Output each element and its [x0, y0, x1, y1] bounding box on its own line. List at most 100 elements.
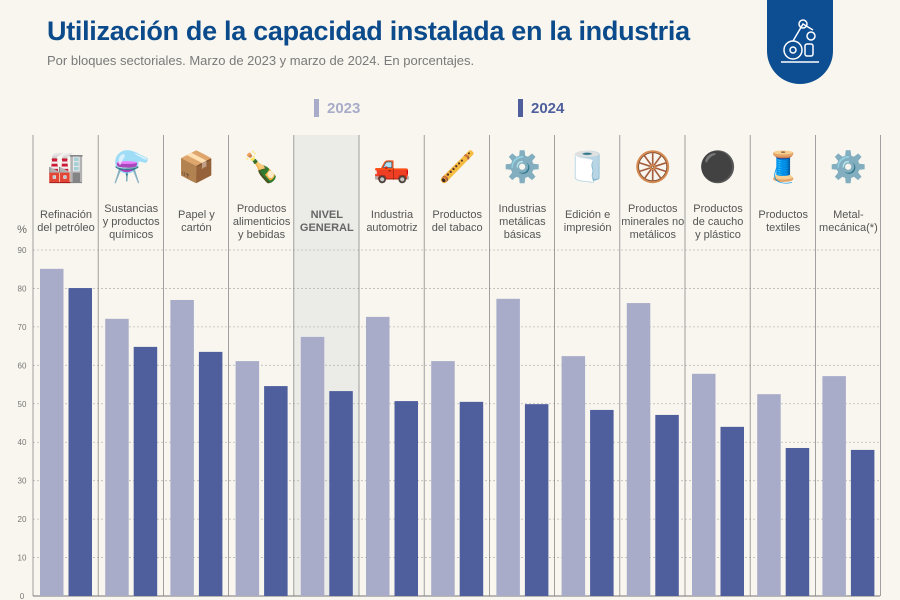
y-tick-label: 80: [18, 284, 27, 293]
category-label-line: Edición e: [564, 209, 611, 221]
bar-2024-3: [264, 386, 288, 596]
bar-2024-0: [68, 288, 92, 596]
bar-2023-5: [366, 316, 390, 596]
bar-2024-5: [394, 401, 418, 596]
cement-mixer-icon: 🛞: [634, 151, 672, 184]
bar-2023-4: [300, 336, 325, 596]
tire-icon: ⚫: [699, 151, 737, 184]
bar-2024-8: [590, 409, 614, 596]
gears-icon: ⚙️: [829, 151, 868, 184]
category-label-line: Productos: [693, 203, 743, 215]
y-tick-label: 40: [18, 438, 27, 447]
category-label-line: alimenticios: [232, 216, 291, 228]
legend-label-2024: 2024: [531, 99, 565, 117]
category-label: Sustancias y productos químicos: [98, 203, 164, 242]
category-label: Industria automotriz: [359, 209, 425, 235]
bar-2023-3: [235, 361, 260, 596]
y-tick-label: 60: [18, 361, 27, 370]
bar-2023-1: [105, 318, 129, 596]
category-label-line: textiles: [766, 222, 801, 234]
bar-2024-1: [133, 346, 158, 596]
legend-2023: 2023: [314, 99, 360, 117]
bar-2023-2: [170, 299, 194, 596]
category-label: Productos del tabaco: [424, 209, 490, 235]
pipe-icon: 🪈: [438, 151, 476, 184]
category-label-line: Productos: [628, 203, 678, 215]
legend-swatch-2024: [518, 99, 523, 117]
bar-2024-10: [720, 426, 744, 596]
y-tick-label: 70: [18, 323, 27, 332]
bar-2023-6: [431, 361, 455, 596]
bar-2024-6: [459, 401, 484, 596]
bar-2023-12: [822, 376, 846, 596]
category-label-line: Productos: [758, 209, 808, 221]
bar-2024-2: [198, 351, 223, 596]
category-label-line: del tabaco: [431, 222, 483, 234]
printing-roll-icon: 🧻: [568, 151, 607, 184]
category-label-line: GENERAL: [299, 222, 354, 234]
category-label-line: de caucho: [692, 216, 744, 228]
bar-2023-9: [626, 303, 651, 596]
bar-2023-0: [40, 268, 64, 596]
category-label: Edición e impresión: [555, 209, 621, 235]
category-label-line: impresión: [563, 222, 612, 234]
category-label-line: y plástico: [695, 229, 741, 241]
y-tick-label: 30: [18, 477, 27, 486]
legend-swatch-2023: [314, 99, 319, 117]
refinery-icon: 🏭: [47, 151, 85, 184]
category-label-line: mecánica(*): [819, 222, 878, 234]
category-label-line: del petróleo: [37, 222, 95, 234]
category-label-line: y bebidas: [238, 229, 286, 241]
y-tick-label: 20: [18, 515, 27, 524]
category-label-line: Productos: [432, 209, 482, 221]
category-label-line: minerales no: [621, 216, 685, 228]
category-label-line: automotriz: [366, 222, 418, 234]
chart-subtitle: Por bloques sectoriales. Marzo de 2023 y…: [47, 53, 475, 68]
bottle-bread-icon: 🍾: [242, 151, 281, 184]
bar-2024-7: [524, 404, 549, 596]
y-axis-label: %: [17, 224, 27, 236]
y-tick-label: 10: [18, 554, 27, 563]
category-label-line: Papel y: [178, 209, 215, 221]
category-label: Metal-mecánica(*): [815, 209, 881, 235]
category-label: Productos minerales no metálicos: [620, 203, 686, 242]
bar-2024-11: [785, 447, 810, 596]
bar-2023-11: [757, 394, 781, 596]
category-label-line: Metal-: [833, 209, 864, 221]
chart-title: Utilización de la capacidad instalada en…: [47, 16, 690, 46]
category-label-line: metálicos: [629, 229, 677, 241]
bar-2023-10: [692, 373, 716, 596]
category-label-line: básicas: [503, 229, 542, 241]
category-label: Productos textiles: [750, 209, 816, 235]
bar-2024-4: [329, 391, 353, 596]
category-label-line: químicos: [109, 229, 154, 241]
bar-2024-9: [655, 414, 679, 596]
category-label: Industrias metálicas básicas: [489, 203, 555, 242]
legend-2024: 2024: [518, 99, 564, 117]
box-icon: 📦: [177, 151, 216, 184]
bar-2024-12: [850, 449, 875, 596]
y-tick-label: 50: [18, 400, 27, 409]
category-label-line: Productos: [236, 203, 287, 215]
legend-label-2023: 2023: [327, 99, 361, 117]
y-tick-label: 90: [18, 246, 27, 255]
category-label-line: Industrias: [498, 203, 547, 215]
category-label-line: y productos: [102, 216, 160, 228]
category-label: Papel y cartón: [163, 209, 229, 235]
bar-2023-8: [561, 356, 586, 596]
truck-icon: 🛻: [373, 151, 411, 184]
category-label-line: metálicas: [499, 216, 546, 228]
y-tick-label: 0: [20, 592, 25, 600]
grinder-icon: ⚙️: [503, 151, 542, 184]
category-label-line: Refinación: [40, 209, 92, 221]
category-label-line: Sustancias: [104, 203, 159, 215]
flask-icon: ⚗️: [112, 151, 150, 184]
category-label: Refinación del petróleo: [33, 209, 99, 235]
category-label: NIVEL GENERAL: [294, 209, 360, 235]
category-label: Productos de caucho y plástico: [685, 203, 751, 242]
category-label-line: Industria: [370, 209, 414, 221]
fabric-icon: 🧵: [764, 151, 802, 184]
category-label-line: cartón: [181, 222, 212, 234]
industry-robot-logo-icon: [767, 0, 833, 84]
